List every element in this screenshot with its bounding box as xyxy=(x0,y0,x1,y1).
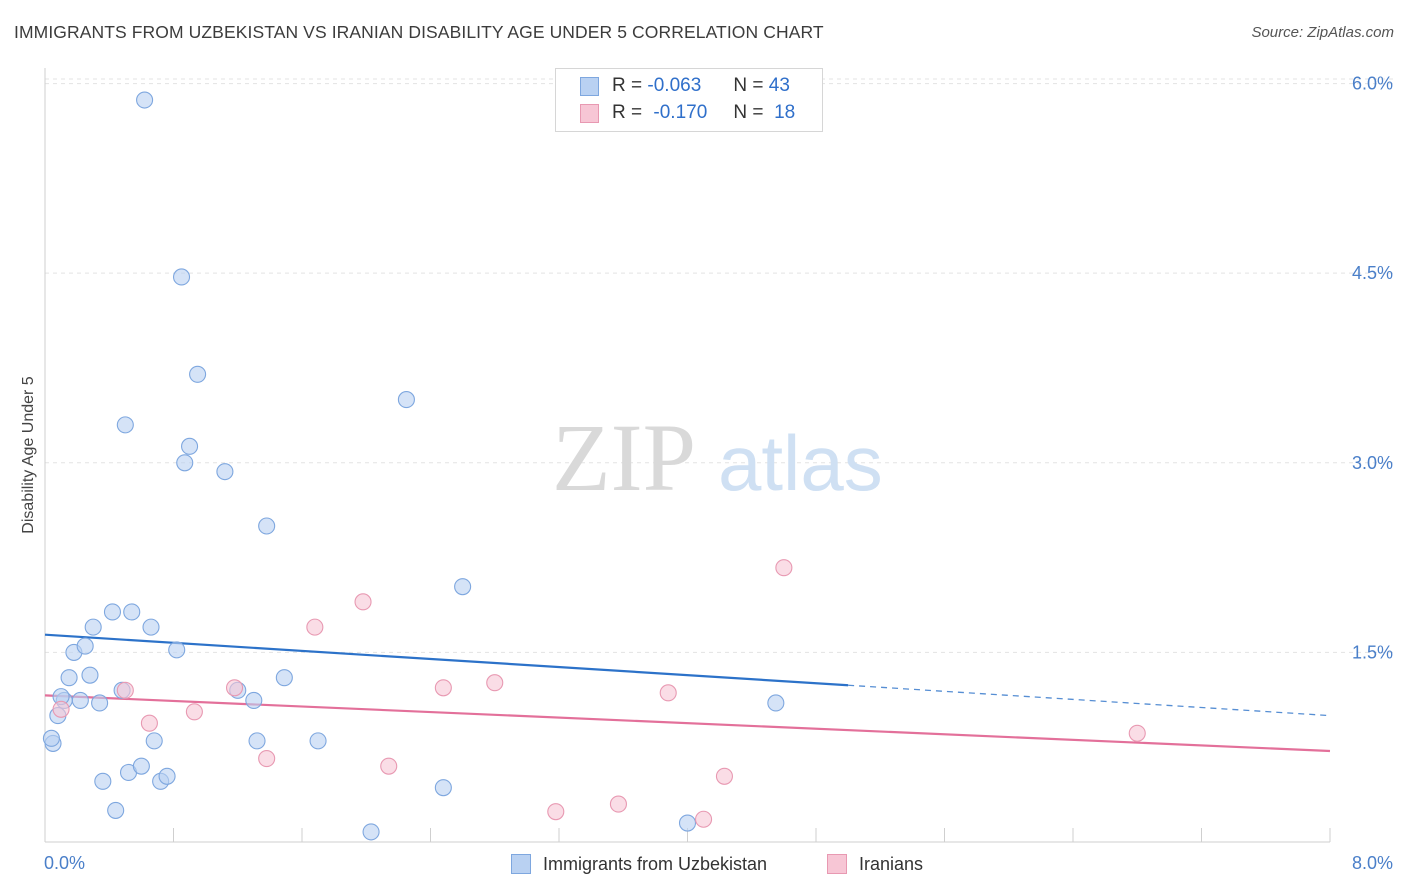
point-uzbekistan xyxy=(275,669,293,687)
point-iranians xyxy=(258,750,276,768)
point-iranians xyxy=(1128,724,1146,742)
watermark-atlas: atlas xyxy=(718,419,883,507)
point-uzbekistan xyxy=(107,801,125,819)
bottom-legend-item-iranians: Iranians xyxy=(827,851,923,877)
chart-title: IMMIGRANTS FROM UZBEKISTAN VS IRANIAN DI… xyxy=(14,22,824,42)
point-uzbekistan xyxy=(168,641,186,659)
source-label: Source: ZipAtlas.com xyxy=(1251,24,1394,41)
bottom-legend-swatch-pink xyxy=(827,854,847,874)
legend-n-label: N = xyxy=(733,75,764,96)
point-uzbekistan xyxy=(132,757,150,775)
point-iranians xyxy=(659,684,677,702)
gridlines xyxy=(45,78,1395,653)
point-iranians xyxy=(547,803,565,821)
point-uzbekistan xyxy=(245,691,263,709)
point-uzbekistan xyxy=(103,603,122,621)
point-uzbekistan xyxy=(397,391,415,409)
x-ticks xyxy=(173,828,1331,842)
legend-swatch-pink xyxy=(580,103,599,123)
point-uzbekistan xyxy=(84,618,102,636)
legend-r-value: -0.170 xyxy=(653,102,708,123)
point-uzbekistan xyxy=(258,517,276,535)
trend-line-extension-uzbekistan xyxy=(848,684,1331,717)
point-iranians xyxy=(185,703,203,721)
point-uzbekistan xyxy=(42,729,60,747)
point-uzbekistan xyxy=(248,732,266,750)
watermark-zip: ZIP xyxy=(552,404,696,511)
point-uzbekistan xyxy=(454,578,472,596)
point-iranians xyxy=(354,593,372,611)
point-iranians xyxy=(380,757,398,775)
y-tick-label: 4.5% xyxy=(1352,263,1393,283)
trend-line-uzbekistan xyxy=(44,633,849,687)
point-uzbekistan xyxy=(181,437,199,455)
point-uzbekistan xyxy=(309,732,327,750)
legend-n-value: 18 xyxy=(774,102,796,123)
y-tick-label: 6.0% xyxy=(1352,74,1393,94)
point-uzbekistan xyxy=(71,691,89,709)
legend-r-label: R = xyxy=(612,102,643,123)
legend-n-label: N = xyxy=(733,102,764,123)
data-points xyxy=(42,91,1146,841)
y-tick-labels: 1.5% 3.0% 4.5% 6.0% xyxy=(1352,74,1393,663)
point-uzbekistan xyxy=(158,767,176,785)
point-iranians xyxy=(695,810,713,828)
point-uzbekistan xyxy=(145,732,163,750)
point-iranians xyxy=(225,679,244,697)
bottom-legend-item-uzbekistan: Immigrants from Uzbekistan xyxy=(511,851,767,877)
y-tick-label: 1.5% xyxy=(1352,642,1393,662)
point-uzbekistan xyxy=(123,603,141,621)
point-iranians xyxy=(609,795,627,813)
y-axis-title: Disability Age Under 5 xyxy=(20,376,37,534)
point-uzbekistan xyxy=(81,666,99,684)
point-uzbekistan xyxy=(91,694,109,712)
y-tick-label: 3.0% xyxy=(1352,453,1393,473)
bottom-legend-label: Iranians xyxy=(859,853,924,874)
point-iranians xyxy=(434,679,452,697)
point-uzbekistan xyxy=(136,91,154,109)
bottom-legend-label: Immigrants from Uzbekistan xyxy=(543,853,768,874)
point-uzbekistan xyxy=(94,772,112,790)
point-uzbekistan xyxy=(678,814,697,832)
point-uzbekistan xyxy=(189,365,207,383)
point-uzbekistan xyxy=(767,694,785,712)
x-tick-label-min: 0.0% xyxy=(44,853,85,873)
point-iranians xyxy=(775,559,793,577)
point-uzbekistan xyxy=(116,416,134,434)
point-iranians xyxy=(715,767,733,785)
point-iranians xyxy=(486,674,504,692)
point-uzbekistan xyxy=(76,637,94,655)
point-uzbekistan xyxy=(176,454,194,472)
point-uzbekistan xyxy=(142,618,160,636)
legend-r-label: R = xyxy=(612,75,643,96)
legend-r-value: -0.063 xyxy=(647,75,702,96)
point-uzbekistan xyxy=(434,779,452,797)
point-uzbekistan xyxy=(172,268,191,286)
point-uzbekistan xyxy=(216,463,234,481)
legend-swatch-blue xyxy=(580,76,599,96)
point-iranians xyxy=(140,714,158,732)
point-iranians xyxy=(306,618,324,636)
point-uzbekistan xyxy=(362,823,380,841)
legend-row-iranians: R = -0.170 N = 18 xyxy=(580,100,795,126)
correlation-legend: R = -0.063 N = 43 R = -0.170 N = 18 xyxy=(555,68,823,132)
point-uzbekistan xyxy=(60,669,78,687)
x-tick-label-max: 8.0% xyxy=(1352,853,1393,873)
legend-n-value: 43 xyxy=(768,75,790,96)
point-iranians xyxy=(116,681,134,699)
point-iranians xyxy=(52,700,70,718)
bottom-legend-swatch-blue xyxy=(511,854,531,874)
legend-row-uzbekistan: R = -0.063 N = 43 xyxy=(580,73,790,99)
